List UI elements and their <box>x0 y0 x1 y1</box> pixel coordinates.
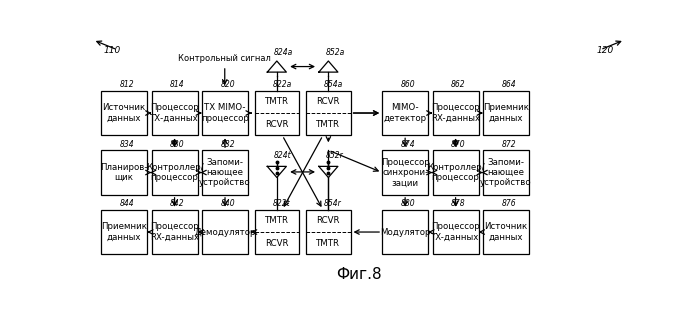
FancyBboxPatch shape <box>151 91 197 135</box>
Text: 824a: 824a <box>274 48 293 57</box>
Text: 876: 876 <box>502 199 517 208</box>
FancyBboxPatch shape <box>433 150 479 195</box>
Text: 874: 874 <box>401 140 415 149</box>
FancyBboxPatch shape <box>433 91 479 135</box>
Text: 840: 840 <box>220 199 235 208</box>
FancyBboxPatch shape <box>382 150 428 195</box>
FancyBboxPatch shape <box>202 91 248 135</box>
Text: Источник
данных: Источник данных <box>484 222 528 242</box>
Polygon shape <box>267 61 286 72</box>
Text: Процессор
ТХ-данных: Процессор ТХ-данных <box>150 103 199 123</box>
Text: 854a: 854a <box>324 80 343 90</box>
Text: TMTR: TMTR <box>265 216 289 225</box>
FancyBboxPatch shape <box>202 150 248 195</box>
FancyBboxPatch shape <box>151 150 197 195</box>
Text: Приемник
данных: Приемник данных <box>101 222 147 242</box>
Text: TX MIMO-
процессор: TX MIMO- процессор <box>201 103 249 123</box>
FancyBboxPatch shape <box>483 150 529 195</box>
Text: TMTR: TMTR <box>265 97 289 106</box>
FancyBboxPatch shape <box>382 210 428 254</box>
Text: 852a: 852a <box>326 48 345 57</box>
FancyBboxPatch shape <box>202 210 248 254</box>
FancyBboxPatch shape <box>483 91 529 135</box>
Text: 110: 110 <box>104 46 121 55</box>
Text: Планиров-
щик: Планиров- щик <box>100 163 148 182</box>
Text: 812: 812 <box>120 80 134 90</box>
Text: Процессор
TX-данных: Процессор TX-данных <box>431 222 480 242</box>
Text: Источник
данных: Источник данных <box>102 103 146 123</box>
Text: Контрольный сигнал: Контрольный сигнал <box>178 54 271 63</box>
Text: MIMO-
детектор: MIMO- детектор <box>384 103 427 123</box>
Text: 832: 832 <box>220 140 235 149</box>
Text: 872: 872 <box>502 140 517 149</box>
Text: Контроллер/
процессор: Контроллер/ процессор <box>146 163 204 182</box>
Text: 824t: 824t <box>274 151 292 160</box>
Text: 120: 120 <box>596 46 614 55</box>
FancyBboxPatch shape <box>151 210 197 254</box>
Text: RCVR: RCVR <box>316 97 340 106</box>
FancyBboxPatch shape <box>483 210 529 254</box>
Text: 830: 830 <box>170 140 185 149</box>
FancyBboxPatch shape <box>433 210 479 254</box>
Text: 878: 878 <box>452 199 466 208</box>
Text: RCVR: RCVR <box>265 120 288 129</box>
Text: 834: 834 <box>120 140 134 149</box>
Text: 822a: 822a <box>272 80 292 90</box>
Text: RCVR: RCVR <box>265 239 288 248</box>
Text: 864: 864 <box>502 80 517 90</box>
Text: 880: 880 <box>401 199 415 208</box>
Text: 852r: 852r <box>326 151 344 160</box>
Text: Процессор
RX-данных: Процессор RX-данных <box>431 103 480 123</box>
Polygon shape <box>267 166 286 177</box>
FancyBboxPatch shape <box>255 210 299 254</box>
Text: 814: 814 <box>170 80 185 90</box>
Text: 862: 862 <box>452 80 466 90</box>
Text: 854r: 854r <box>324 199 342 208</box>
FancyBboxPatch shape <box>101 150 147 195</box>
Text: 860: 860 <box>401 80 415 90</box>
FancyBboxPatch shape <box>382 91 428 135</box>
Text: Запоми-
нающее
устройство: Запоми- нающее устройство <box>199 158 251 187</box>
FancyBboxPatch shape <box>101 210 147 254</box>
Text: Процессор
синхрони-
зации: Процессор синхрони- зации <box>381 158 430 187</box>
FancyBboxPatch shape <box>101 91 147 135</box>
Text: Процессор
RX-данных: Процессор RX-данных <box>150 222 199 242</box>
Polygon shape <box>318 61 338 72</box>
Text: Модулятор: Модулятор <box>380 228 430 237</box>
Text: 842: 842 <box>170 199 185 208</box>
FancyBboxPatch shape <box>306 91 351 135</box>
Text: Демодулятор: Демодулятор <box>195 228 256 237</box>
Text: Приемник
данных: Приемник данных <box>483 103 529 123</box>
Text: Контроллер/
процессор: Контроллер/ процессор <box>427 163 484 182</box>
Text: RCVR: RCVR <box>316 216 340 225</box>
Polygon shape <box>318 166 338 177</box>
FancyBboxPatch shape <box>255 91 299 135</box>
FancyBboxPatch shape <box>306 210 351 254</box>
Text: TMTR: TMTR <box>316 120 340 129</box>
Text: 820: 820 <box>220 80 235 90</box>
Text: 844: 844 <box>120 199 134 208</box>
Text: 870: 870 <box>452 140 466 149</box>
Text: Запоми-
нающее
устройство: Запоми- нающее устройство <box>480 158 532 187</box>
Text: Фиг.8: Фиг.8 <box>336 267 382 282</box>
Text: TMTR: TMTR <box>316 239 340 248</box>
Text: 822t: 822t <box>272 199 290 208</box>
